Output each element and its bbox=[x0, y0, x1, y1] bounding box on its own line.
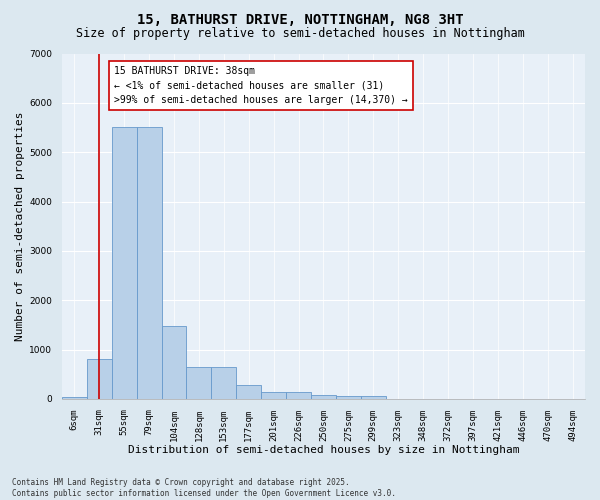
Bar bbox=[211, 367, 236, 399]
Bar bbox=[336, 396, 361, 399]
Bar bbox=[87, 359, 112, 399]
Bar bbox=[311, 395, 336, 399]
Text: Size of property relative to semi-detached houses in Nottingham: Size of property relative to semi-detach… bbox=[76, 28, 524, 40]
Bar bbox=[286, 392, 311, 399]
Text: Contains HM Land Registry data © Crown copyright and database right 2025.
Contai: Contains HM Land Registry data © Crown c… bbox=[12, 478, 396, 498]
Bar bbox=[62, 397, 87, 399]
Text: 15, BATHURST DRIVE, NOTTINGHAM, NG8 3HT: 15, BATHURST DRIVE, NOTTINGHAM, NG8 3HT bbox=[137, 12, 463, 26]
Text: 15 BATHURST DRIVE: 38sqm
← <1% of semi-detached houses are smaller (31)
>99% of : 15 BATHURST DRIVE: 38sqm ← <1% of semi-d… bbox=[114, 66, 408, 106]
Bar bbox=[137, 126, 161, 399]
Bar bbox=[261, 392, 286, 399]
Bar bbox=[236, 384, 261, 399]
Bar bbox=[361, 396, 386, 399]
X-axis label: Distribution of semi-detached houses by size in Nottingham: Distribution of semi-detached houses by … bbox=[128, 445, 519, 455]
Y-axis label: Number of semi-detached properties: Number of semi-detached properties bbox=[15, 112, 25, 341]
Bar bbox=[187, 367, 211, 399]
Bar bbox=[112, 126, 137, 399]
Bar bbox=[161, 326, 187, 399]
